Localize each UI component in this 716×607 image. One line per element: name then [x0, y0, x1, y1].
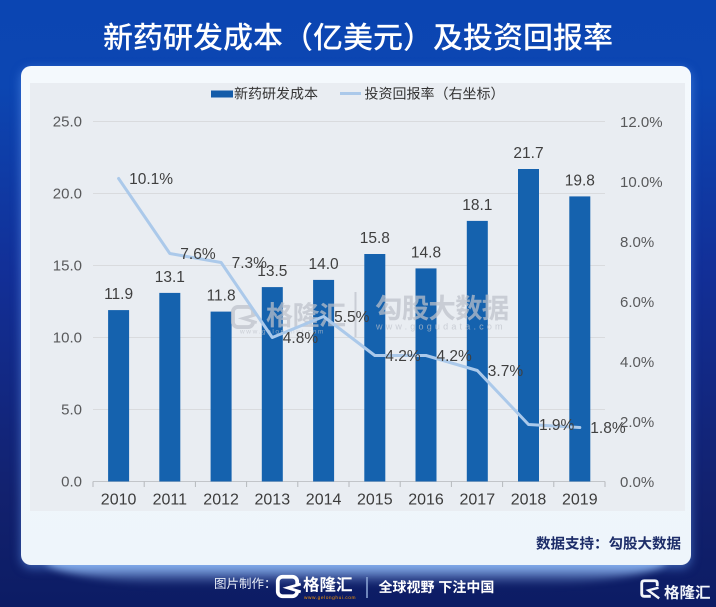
svg-text:25.0: 25.0: [53, 114, 82, 131]
svg-text:19.8: 19.8: [565, 172, 595, 189]
svg-text:11.9: 11.9: [104, 286, 133, 303]
svg-text:20.0: 20.0: [53, 186, 82, 203]
svg-text:2018: 2018: [511, 492, 547, 509]
svg-text:投资回报率（右坐标）: 投资回报率（右坐标）: [365, 83, 505, 103]
svg-text:4.0%: 4.0%: [620, 354, 654, 371]
svg-text:18.1: 18.1: [462, 197, 492, 214]
svg-text:2017: 2017: [460, 492, 496, 509]
svg-text:15.8: 15.8: [360, 230, 390, 247]
svg-text:0.0: 0.0: [61, 474, 82, 491]
svg-text:13.1: 13.1: [155, 269, 185, 286]
svg-text:2012: 2012: [203, 492, 239, 509]
svg-text:10.1%: 10.1%: [129, 171, 173, 188]
svg-text:21.7: 21.7: [513, 145, 543, 162]
svg-text:格隆汇: 格隆汇: [664, 581, 711, 603]
svg-text:4.2%: 4.2%: [437, 348, 473, 365]
svg-text:7.3%: 7.3%: [232, 255, 268, 272]
svg-text:7.6%: 7.6%: [180, 246, 216, 263]
svg-text:1.8%: 1.8%: [590, 420, 626, 437]
svg-text:2015: 2015: [357, 492, 393, 509]
svg-text:12.0%: 12.0%: [620, 114, 663, 131]
svg-text:www.gogudata.com: www.gogudata.com: [375, 320, 506, 333]
svg-text:15.0: 15.0: [53, 258, 82, 275]
svg-text:2010: 2010: [101, 492, 137, 509]
svg-text:格隆汇: 格隆汇: [303, 572, 353, 596]
svg-text:1.9%: 1.9%: [539, 417, 575, 434]
svg-text:4.2%: 4.2%: [385, 348, 421, 365]
svg-text:5.5%: 5.5%: [334, 309, 370, 326]
svg-text:2016: 2016: [408, 492, 444, 509]
svg-text:图片制作：: 图片制作：: [214, 573, 277, 592]
svg-text:数据支持：勾股大数据: 数据支持：勾股大数据: [536, 533, 681, 554]
svg-text:2014: 2014: [306, 492, 342, 509]
svg-text:10.0: 10.0: [53, 330, 82, 347]
svg-text:11.8: 11.8: [207, 288, 236, 305]
svg-text:www.gelonghui.com: www.gelonghui.com: [239, 326, 325, 336]
svg-text:14.0: 14.0: [309, 256, 340, 273]
svg-text:2019: 2019: [562, 492, 598, 509]
svg-text:www.gelonghui.com: www.gelonghui.com: [304, 594, 356, 601]
svg-text:4.8%: 4.8%: [283, 330, 319, 347]
svg-text:0.0%: 0.0%: [620, 474, 654, 491]
svg-text:格隆汇: 格隆汇: [266, 294, 346, 333]
svg-text:2011: 2011: [153, 492, 188, 509]
svg-text:勾股大数据: 勾股大数据: [375, 286, 509, 326]
svg-text:6.0%: 6.0%: [620, 294, 654, 311]
svg-text:全球视野 下注中国: 全球视野 下注中国: [379, 577, 495, 597]
svg-text:3.7%: 3.7%: [488, 363, 524, 380]
svg-text:2013: 2013: [255, 492, 291, 509]
svg-text:8.0%: 8.0%: [620, 234, 654, 251]
svg-text:5.0: 5.0: [61, 402, 82, 419]
svg-text:2.0%: 2.0%: [620, 414, 654, 431]
svg-text:13.5: 13.5: [257, 263, 287, 280]
svg-text:10.0%: 10.0%: [620, 174, 663, 191]
svg-text:新药研发成本: 新药研发成本: [234, 83, 318, 103]
svg-text:14.8: 14.8: [411, 244, 441, 261]
